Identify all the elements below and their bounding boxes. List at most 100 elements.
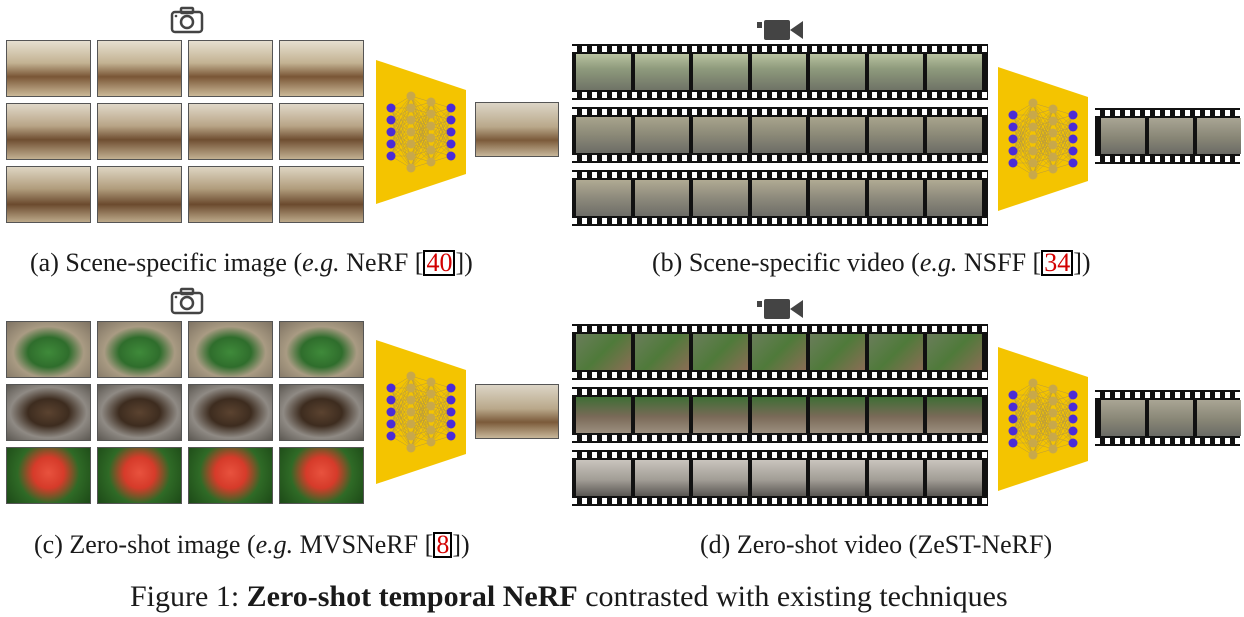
network-node — [1028, 146, 1038, 156]
network-node — [1048, 396, 1058, 406]
network-node — [426, 389, 436, 399]
network-node — [1048, 432, 1058, 442]
input-image-thumb — [279, 40, 364, 97]
output-image-c — [475, 384, 559, 439]
network-node — [1028, 426, 1038, 436]
film-frame — [810, 117, 865, 153]
film-frame — [810, 180, 865, 216]
network-node — [1048, 152, 1058, 162]
film-strip — [572, 387, 988, 443]
network-node — [1028, 170, 1038, 180]
film-frame — [1101, 400, 1145, 436]
network-node — [1048, 384, 1058, 394]
network-node — [386, 103, 396, 113]
figure-caption: Figure 1: Zero-shot temporal NeRF contra… — [130, 580, 1008, 613]
film-frame — [1197, 400, 1241, 436]
film-strip — [572, 324, 988, 380]
film-frame — [693, 460, 748, 496]
film-frame — [868, 397, 924, 433]
network-node — [1048, 420, 1058, 430]
network-node — [1008, 110, 1018, 120]
network-node — [1068, 426, 1078, 436]
network-node — [406, 443, 416, 453]
camera-icon-a — [170, 6, 204, 34]
network-node — [446, 419, 456, 429]
network-node — [1048, 128, 1058, 138]
film-frame — [634, 117, 690, 153]
film-frame — [634, 334, 690, 370]
network-node — [1068, 134, 1078, 144]
video-camera-icon-d — [757, 297, 805, 321]
network-node — [386, 419, 396, 429]
network-node — [1068, 402, 1078, 412]
network-node — [1008, 402, 1018, 412]
film-frame — [868, 54, 924, 90]
film-frame — [927, 460, 982, 496]
network-node — [406, 395, 416, 405]
film-frame — [693, 397, 748, 433]
film-frame — [693, 117, 748, 153]
network-node — [386, 383, 396, 393]
input-image-thumb — [6, 321, 91, 378]
network-trapezoid — [376, 340, 466, 484]
caption-c: (c) Zero-shot image (e.g. MVSNeRF [8]) — [34, 530, 470, 559]
film-frame — [927, 334, 982, 370]
network-node — [446, 383, 456, 393]
network-node — [1068, 414, 1078, 424]
network-node — [426, 109, 436, 119]
film-strip — [572, 450, 988, 506]
network-node — [1008, 414, 1018, 424]
film-frame — [751, 334, 807, 370]
network-node — [406, 371, 416, 381]
film-frame — [576, 397, 631, 433]
network-node — [426, 413, 436, 423]
network-node — [406, 127, 416, 137]
network-node — [386, 395, 396, 405]
film-frame — [634, 460, 690, 496]
network-d — [998, 347, 1088, 496]
input-image-thumb — [97, 384, 182, 441]
film-frame — [810, 54, 865, 90]
network-a — [376, 60, 466, 209]
network-trapezoid — [998, 347, 1088, 491]
film-frame — [576, 117, 631, 153]
network-node — [406, 407, 416, 417]
film-frame — [927, 117, 982, 153]
film-frame — [927, 54, 982, 90]
network-node — [386, 151, 396, 161]
network-node — [1048, 164, 1058, 174]
citation-link[interactable]: 8 — [433, 532, 453, 558]
network-b — [998, 67, 1088, 216]
film-strip — [1095, 108, 1241, 164]
input-image-thumb — [188, 103, 273, 160]
input-image-thumb — [6, 40, 91, 97]
input-image-thumb — [97, 40, 182, 97]
film-frame — [751, 54, 807, 90]
film-frame — [576, 54, 631, 90]
input-image-thumb — [97, 447, 182, 504]
network-node — [426, 401, 436, 411]
network-node — [1028, 158, 1038, 168]
input-image-thumb — [188, 166, 273, 223]
film-frame — [1149, 118, 1193, 154]
network-node — [446, 103, 456, 113]
film-frame — [634, 180, 690, 216]
film-frame — [868, 117, 924, 153]
network-node — [1068, 110, 1078, 120]
network-node — [1028, 378, 1038, 388]
film-frame — [868, 180, 924, 216]
input-image-thumb — [188, 384, 273, 441]
citation-link[interactable]: 34 — [1041, 250, 1074, 276]
network-node — [406, 431, 416, 441]
film-frame — [693, 334, 748, 370]
film-frame — [751, 397, 807, 433]
citation-link[interactable]: 40 — [423, 250, 456, 276]
network-node — [406, 103, 416, 113]
network-node — [1048, 140, 1058, 150]
network-node — [1048, 104, 1058, 114]
film-frame — [868, 460, 924, 496]
camera-icon-c — [170, 287, 204, 315]
network-node — [1068, 146, 1078, 156]
network-node — [426, 377, 436, 387]
network-node — [406, 151, 416, 161]
